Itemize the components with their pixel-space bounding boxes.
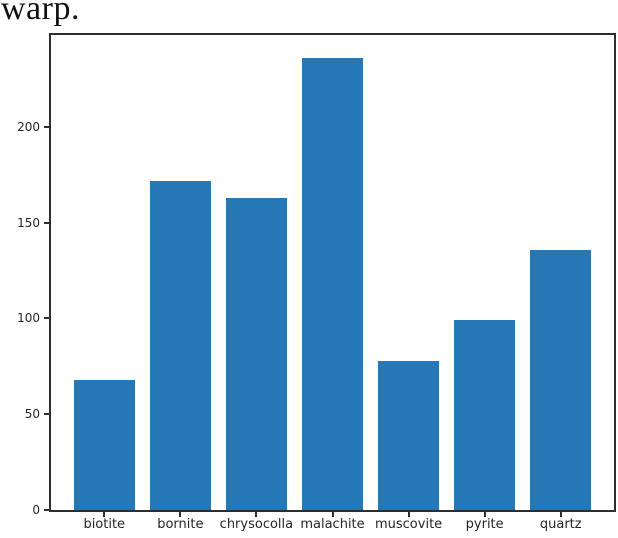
x-tick-mark <box>103 512 106 517</box>
y-tick-mark <box>44 125 49 128</box>
bar-quartz <box>530 249 592 510</box>
x-tick-mark <box>559 512 562 517</box>
x-tick-label-chrysocolla: chrysocolla <box>219 517 294 532</box>
bar-muscovite <box>378 360 439 510</box>
x-tick-mark <box>331 512 334 517</box>
y-tick-mark <box>44 413 49 416</box>
x-tick-label-malachite: malachite <box>300 517 365 532</box>
x-tick-label-pyrite: pyrite <box>465 517 504 532</box>
x-tick-mark <box>407 512 410 517</box>
y-tick-label-200: 200 <box>17 119 40 134</box>
bar-chart-canvas <box>51 35 614 510</box>
y-tick-label-50: 50 <box>24 407 40 422</box>
x-tick-label-biotite: biotite <box>83 517 126 532</box>
y-tick-label-150: 150 <box>17 215 40 230</box>
y-tick-mark <box>44 221 49 224</box>
y-tick-label-0: 0 <box>32 503 40 517</box>
x-tick-mark <box>179 512 182 517</box>
y-tick-mark <box>44 509 49 511</box>
x-tick-mark <box>483 512 486 517</box>
y-tick-label-100: 100 <box>17 311 40 326</box>
x-tick-label-bornite: bornite <box>157 517 204 532</box>
x-tick-mark <box>255 512 258 517</box>
bar-malachite <box>302 57 363 510</box>
x-tick-label-quartz: quartz <box>539 517 582 532</box>
bar-bornite <box>149 180 211 510</box>
y-tick-mark <box>44 317 49 320</box>
bar-chart-plot-area <box>49 33 616 512</box>
bar-pyrite <box>454 320 516 510</box>
caption-text-fragment: warp. <box>1 0 80 27</box>
bar-biotite <box>73 379 135 510</box>
x-tick-label-muscovite: muscovite <box>374 517 443 532</box>
bar-chrysocolla <box>225 197 287 510</box>
